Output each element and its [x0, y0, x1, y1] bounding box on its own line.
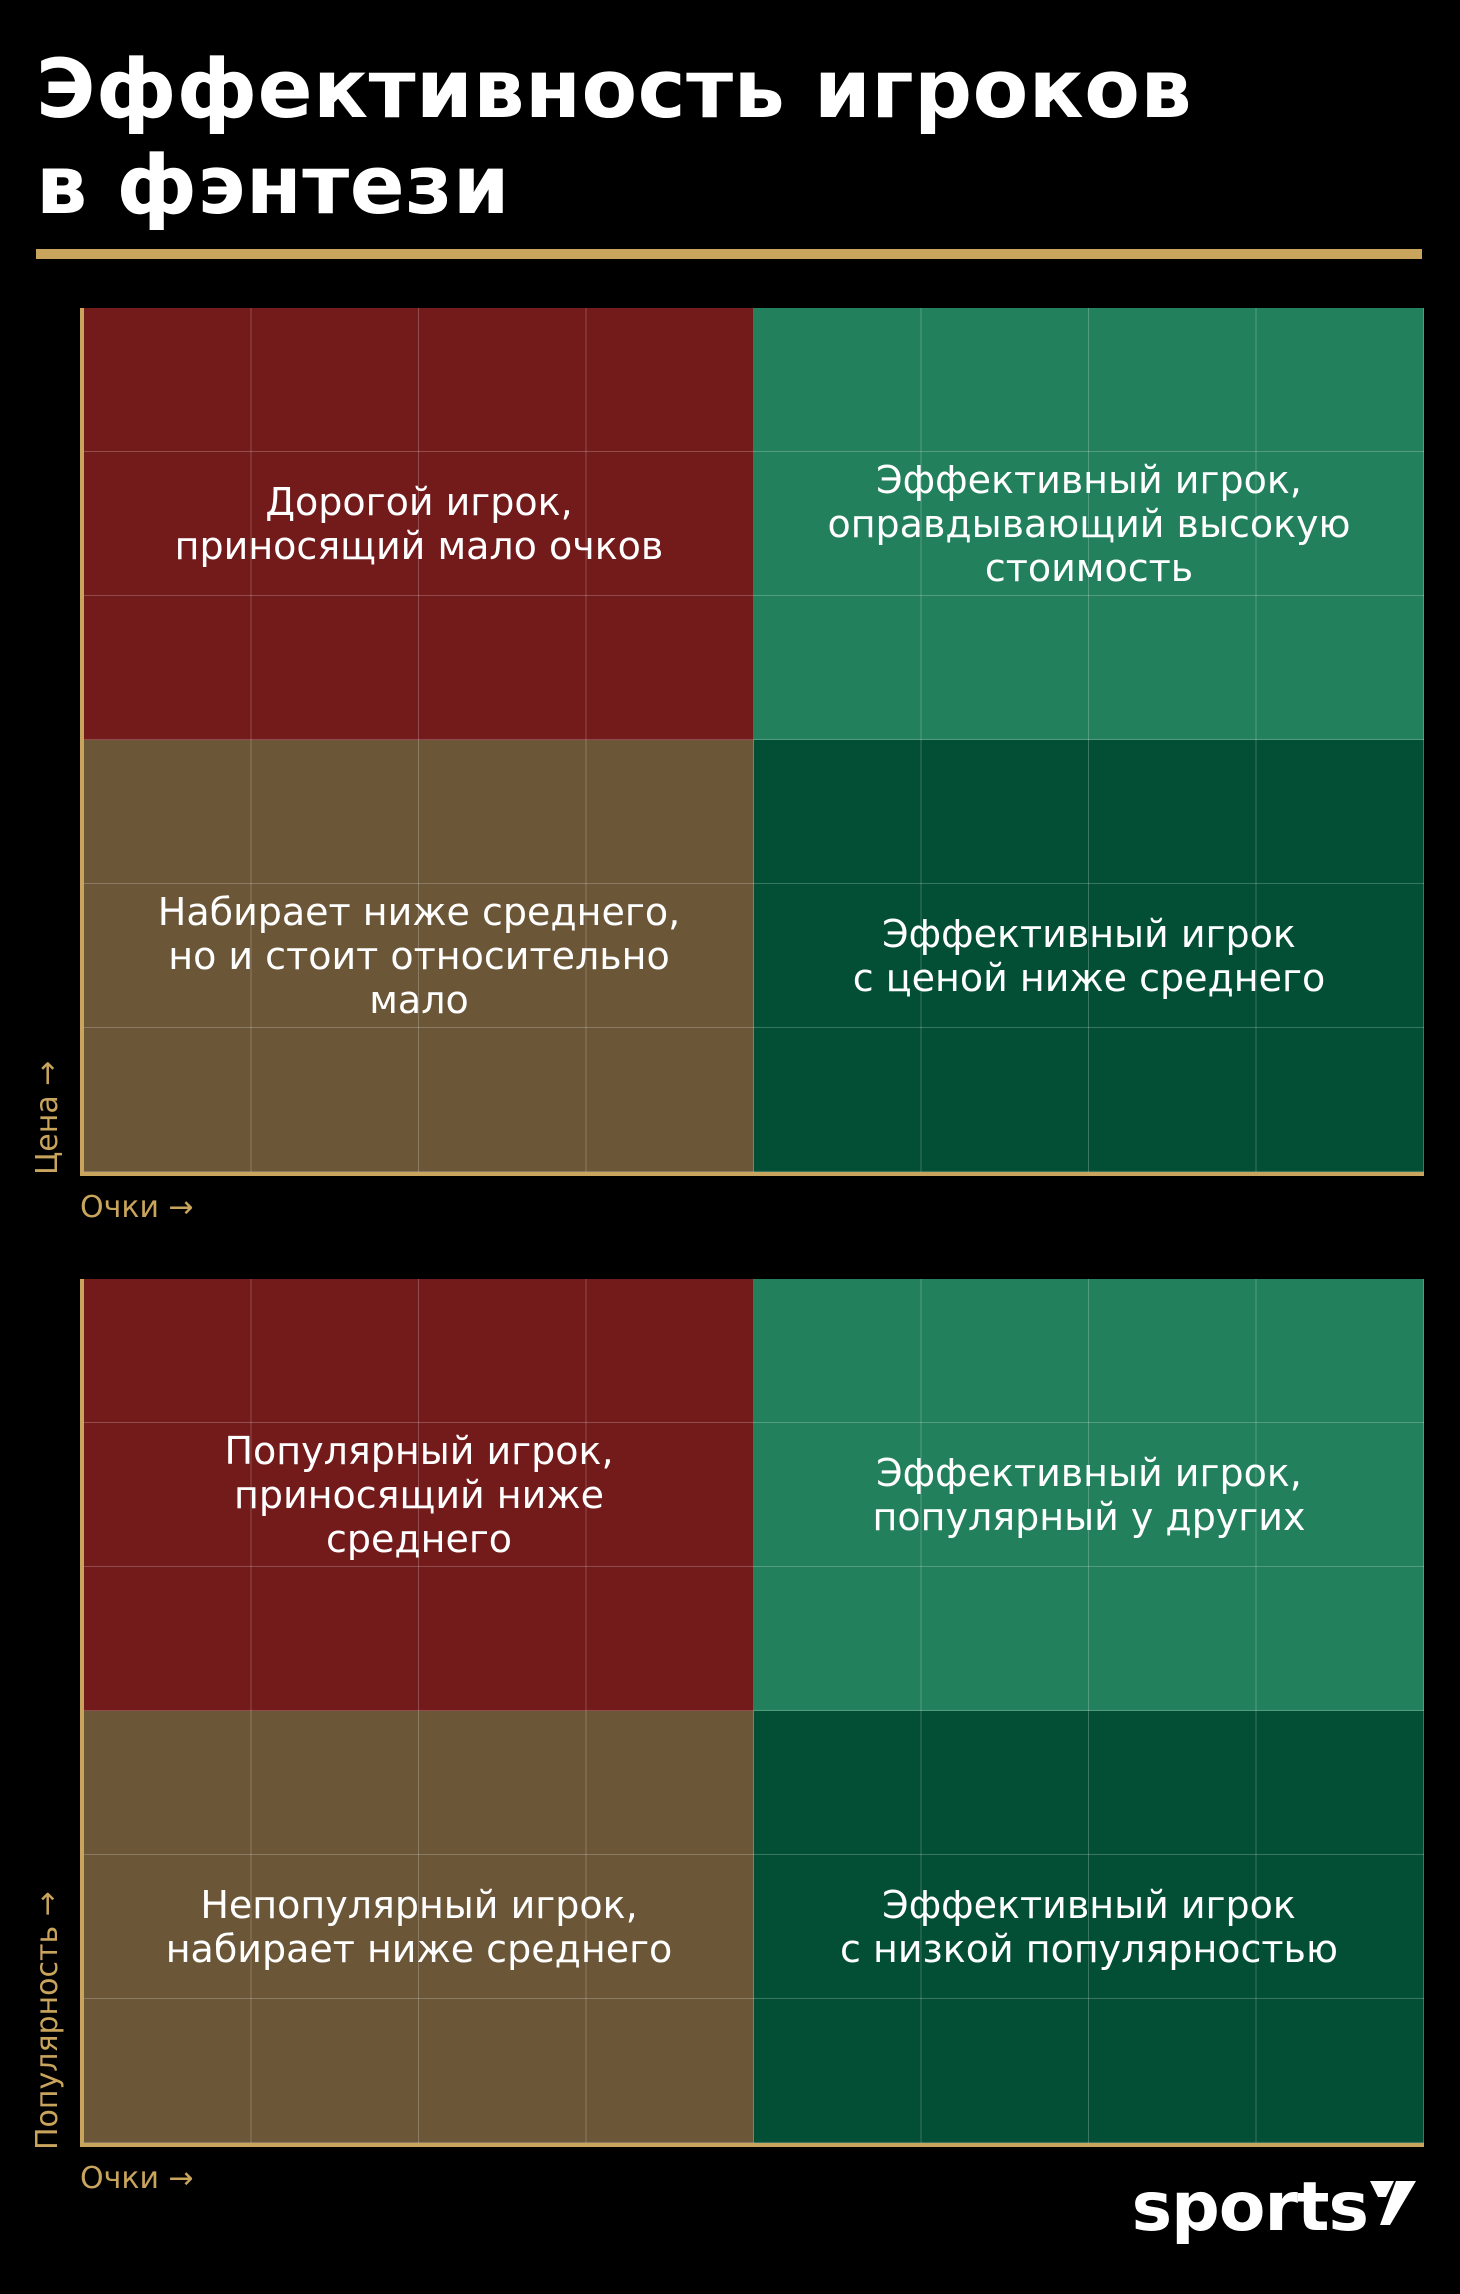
page-title-line-1: Эффективность игроков — [36, 43, 1193, 137]
sports-logo-mark-icon — [1370, 2181, 1416, 2225]
quadrant-label: Дорогой игрок, приносящий мало очков — [174, 480, 664, 568]
quadrant-label: Эффективный игрок, оправдывающий высокую… — [827, 458, 1351, 590]
x-axis-label-points: Очки → — [80, 2161, 194, 2196]
quadrant-label: Набирает ниже среднего, но и стоит относ… — [157, 890, 681, 1022]
quadrant-top-right: Эффективный игрок, оправдывающий высокую… — [754, 308, 1424, 740]
quadrant-bottom-left: Непопулярный игрок, набирает ниже средне… — [84, 1711, 754, 2143]
quadrant-label: Популярный игрок, приносящий ниже средне… — [224, 1429, 614, 1561]
page-title-line-2: в фэнтези — [36, 139, 511, 233]
popularity-points-matrix: Популярный игрок, приносящий ниже средне… — [80, 1279, 1424, 2147]
quadrant-top-left: Дорогой игрок, приносящий мало очков — [84, 308, 754, 740]
price-points-matrix: Дорогой игрок, приносящий мало очков Эфф… — [80, 308, 1424, 1176]
page-title: Эффективность игроков в фэнтези — [36, 42, 1416, 234]
logo-text: sports — [1131, 2168, 1369, 2247]
quadrant-bottom-right: Эффективный игрок с низкой популярностью — [754, 1711, 1424, 2143]
quadrant-label: Эффективный игрок, популярный у других — [872, 1451, 1306, 1539]
quadrant-label: Непопулярный игрок, набирает ниже средне… — [165, 1883, 673, 1971]
y-axis-label-popularity: Популярность → — [30, 1891, 65, 2150]
x-axis-label-points: Очки → — [80, 1190, 194, 1225]
sports-logo: sports — [1132, 2168, 1420, 2248]
y-axis-label-price: Цена → — [30, 1060, 65, 1175]
quadrant-label: Эффективный игрок с низкой популярностью — [840, 1883, 1338, 1971]
quadrant-top-left: Популярный игрок, приносящий ниже средне… — [84, 1279, 754, 1711]
quadrant-bottom-right: Эффективный игрок с ценой ниже среднего — [754, 740, 1424, 1172]
quadrant-label: Эффективный игрок с ценой ниже среднего — [852, 912, 1326, 1000]
quadrant-top-right: Эффективный игрок, популярный у других — [754, 1279, 1424, 1711]
quadrant-bottom-left: Набирает ниже среднего, но и стоит относ… — [84, 740, 754, 1172]
title-divider — [36, 249, 1422, 259]
